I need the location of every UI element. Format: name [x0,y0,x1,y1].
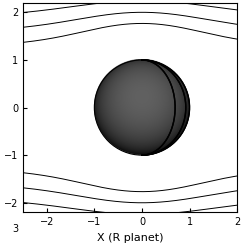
Text: 3: 3 [13,224,19,234]
X-axis label: X (R planet): X (R planet) [97,233,163,243]
